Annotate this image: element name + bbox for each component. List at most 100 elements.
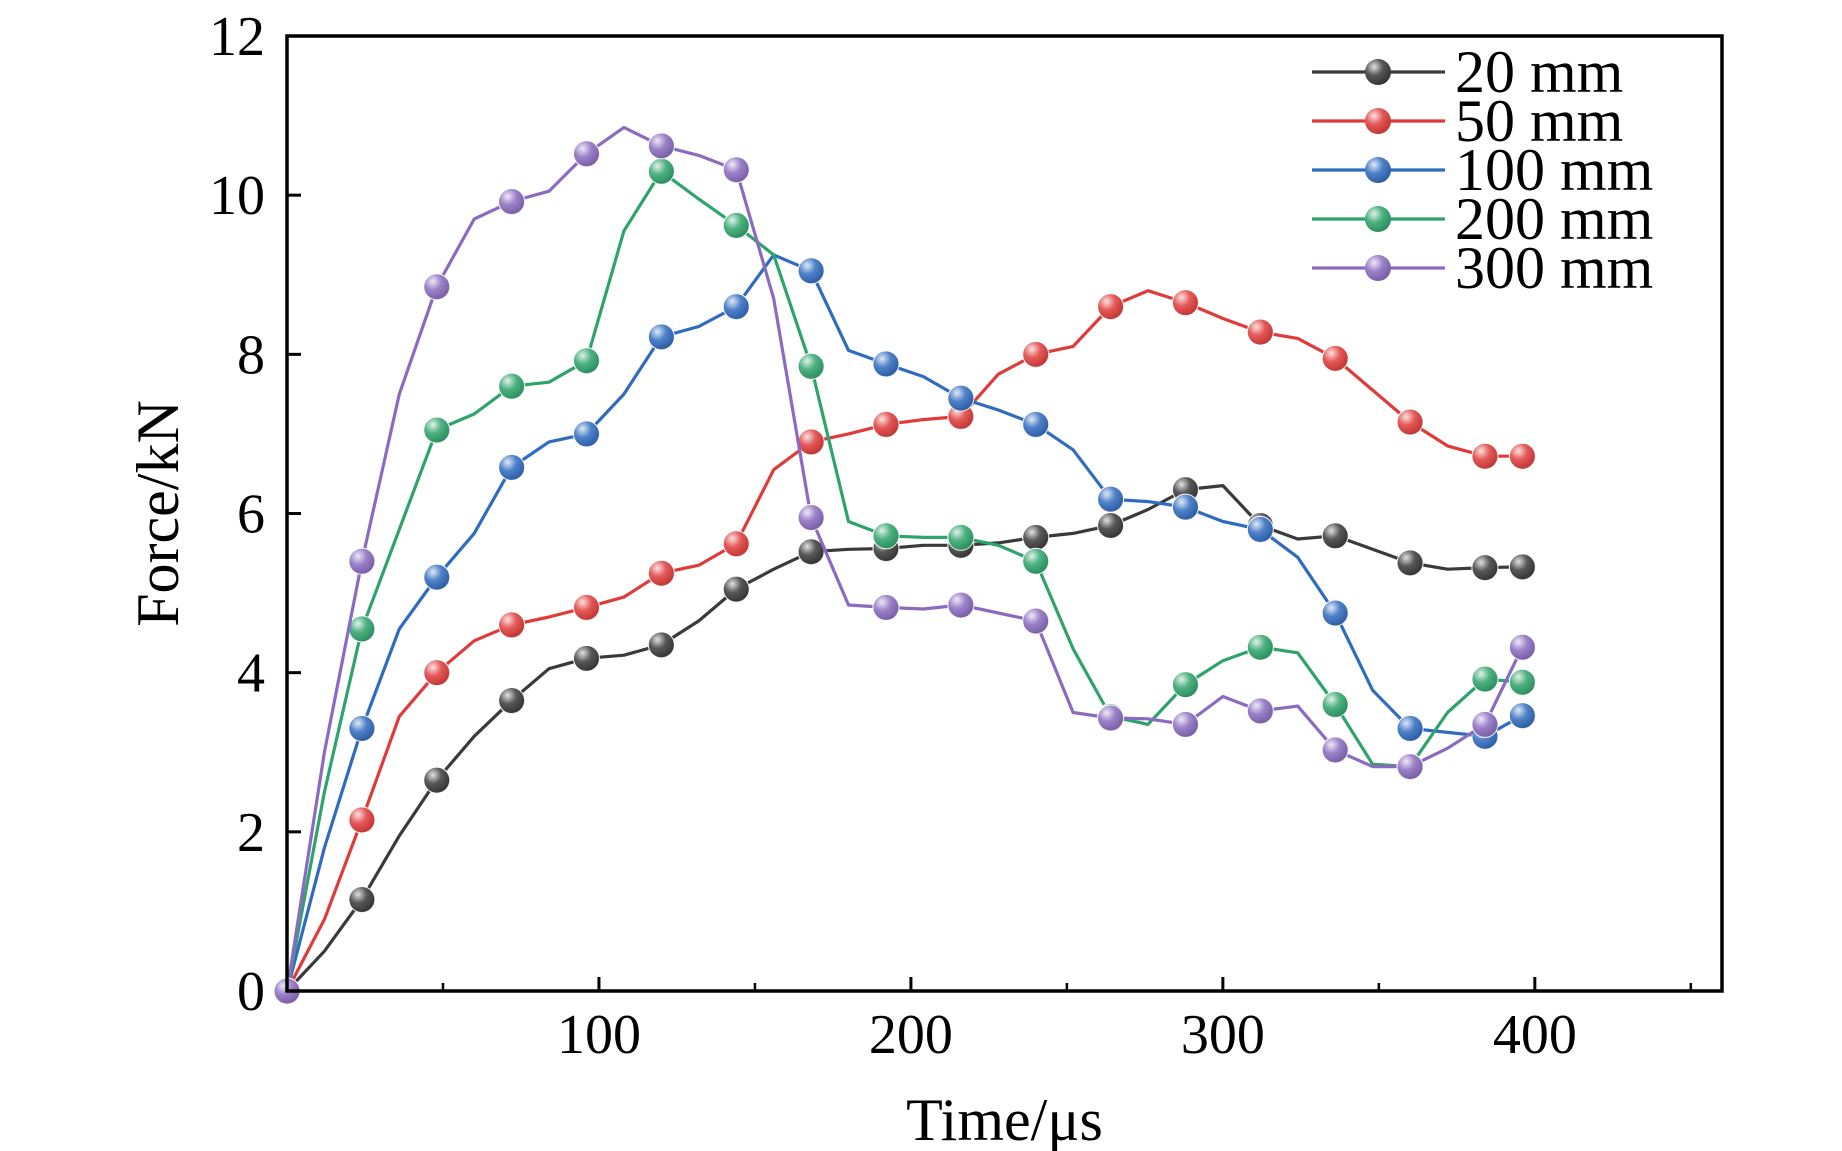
x-tick-label: 300	[1181, 1004, 1265, 1066]
data-point-highlight	[573, 645, 600, 672]
data-point-highlight	[1471, 443, 1498, 470]
data-point-highlight	[1022, 411, 1049, 438]
data-point-highlight	[798, 538, 825, 565]
legend-label: 100 mm	[1455, 137, 1653, 203]
axes-layer: 0 2 4 6 8 10 12 100 200 300 400	[209, 6, 1693, 1066]
data-point-highlight	[1172, 289, 1199, 316]
legend-label: 200 mm	[1455, 186, 1653, 252]
data-point-highlight	[1247, 516, 1274, 543]
data-point-highlight	[1247, 319, 1274, 346]
y-tick-label: 4	[237, 643, 265, 705]
data-point-highlight	[1322, 345, 1349, 372]
data-point-highlight	[1097, 705, 1124, 732]
data-point-highlight	[872, 594, 899, 621]
data-point-highlight	[1172, 711, 1199, 738]
x-tick-label: 400	[1493, 1004, 1577, 1066]
data-point-highlight	[1322, 691, 1349, 718]
data-point-highlight	[872, 350, 899, 377]
data-point-highlight	[498, 611, 525, 638]
data-point-highlight	[798, 428, 825, 455]
data-point-highlight	[498, 687, 525, 714]
data-point-highlight	[498, 188, 525, 215]
data-point-highlight	[1022, 607, 1049, 634]
data-point-highlight	[348, 615, 375, 642]
data-point-highlight	[423, 564, 450, 591]
data-point-highlight	[423, 273, 450, 300]
data-point-highlight	[573, 420, 600, 447]
legend-label: 300 mm	[1455, 235, 1653, 301]
data-point-highlight	[1097, 486, 1124, 513]
data-point-highlight	[798, 504, 825, 531]
y-tick-label: 0	[237, 961, 265, 1023]
series-layer	[273, 125, 1536, 1005]
series-300-mm	[273, 125, 1536, 1005]
data-point-highlight	[648, 323, 675, 350]
data-point-highlight	[723, 530, 750, 557]
data-point-highlight	[1397, 715, 1424, 742]
data-point-highlight	[1172, 671, 1199, 698]
data-point-highlight	[573, 140, 600, 167]
legend-item: 50 mm	[1312, 88, 1623, 154]
data-point-highlight	[947, 592, 974, 619]
data-point-highlight	[498, 454, 525, 481]
legend-item: 300 mm	[1312, 235, 1653, 301]
data-point-highlight	[1471, 554, 1498, 581]
series-line	[285, 484, 1523, 993]
data-point-highlight	[723, 212, 750, 239]
data-point-highlight	[798, 353, 825, 380]
data-point-highlight	[1097, 293, 1124, 320]
legend-marker-highlight	[1365, 255, 1391, 281]
data-point-highlight	[872, 411, 899, 438]
data-point-highlight	[423, 659, 450, 686]
data-point-highlight	[1022, 341, 1049, 368]
data-point-highlight	[1509, 669, 1536, 696]
data-point-highlight	[1322, 599, 1349, 626]
series-line	[285, 125, 1524, 992]
data-point-highlight	[1397, 549, 1424, 576]
series-50-mm	[273, 289, 1536, 1005]
data-point-highlight	[423, 767, 450, 794]
y-tick-label: 12	[209, 6, 265, 68]
data-point-highlight	[573, 347, 600, 374]
data-point-highlight	[648, 560, 675, 587]
data-point-highlight	[1471, 666, 1498, 693]
data-point-highlight	[947, 524, 974, 551]
data-point-highlight	[1322, 736, 1349, 763]
legend-item: 200 mm	[1312, 186, 1653, 252]
series-line	[285, 169, 1523, 992]
legend-item: 20 mm	[1312, 39, 1623, 105]
data-point-highlight	[648, 132, 675, 159]
data-point-highlight	[348, 806, 375, 833]
data-point-highlight	[1397, 753, 1424, 780]
legend-marker-highlight	[1365, 108, 1391, 134]
y-tick-label: 6	[237, 484, 265, 546]
series-20-mm	[273, 476, 1536, 1005]
legend-label: 50 mm	[1455, 88, 1623, 154]
x-tick-label: 200	[869, 1004, 953, 1066]
data-point-highlight	[648, 158, 675, 185]
data-point-highlight	[1322, 522, 1349, 549]
data-point-highlight	[423, 416, 450, 443]
data-point-highlight	[348, 548, 375, 575]
y-tick-label: 8	[237, 324, 265, 386]
data-point-highlight	[1247, 697, 1274, 724]
series-200-mm	[273, 157, 1536, 1005]
data-point-highlight	[1509, 634, 1536, 661]
legend-marker-highlight	[1365, 206, 1391, 232]
series-100-mm	[273, 253, 1536, 1005]
data-point-highlight	[1172, 494, 1199, 521]
data-point-highlight	[1509, 553, 1536, 580]
data-point-highlight	[648, 631, 675, 658]
data-point-highlight	[723, 293, 750, 320]
data-point-highlight	[872, 522, 899, 549]
y-tick-label: 2	[237, 802, 265, 864]
x-axis-title: Time/μs	[906, 1087, 1103, 1151]
data-point-highlight	[1471, 711, 1498, 738]
y-tick-label: 10	[209, 165, 265, 227]
data-point-highlight	[1509, 702, 1536, 729]
y-axis-title: Force/kN	[125, 400, 191, 627]
legend-label: 20 mm	[1455, 39, 1623, 105]
data-point-highlight	[1022, 548, 1049, 575]
data-point-highlight	[723, 576, 750, 603]
